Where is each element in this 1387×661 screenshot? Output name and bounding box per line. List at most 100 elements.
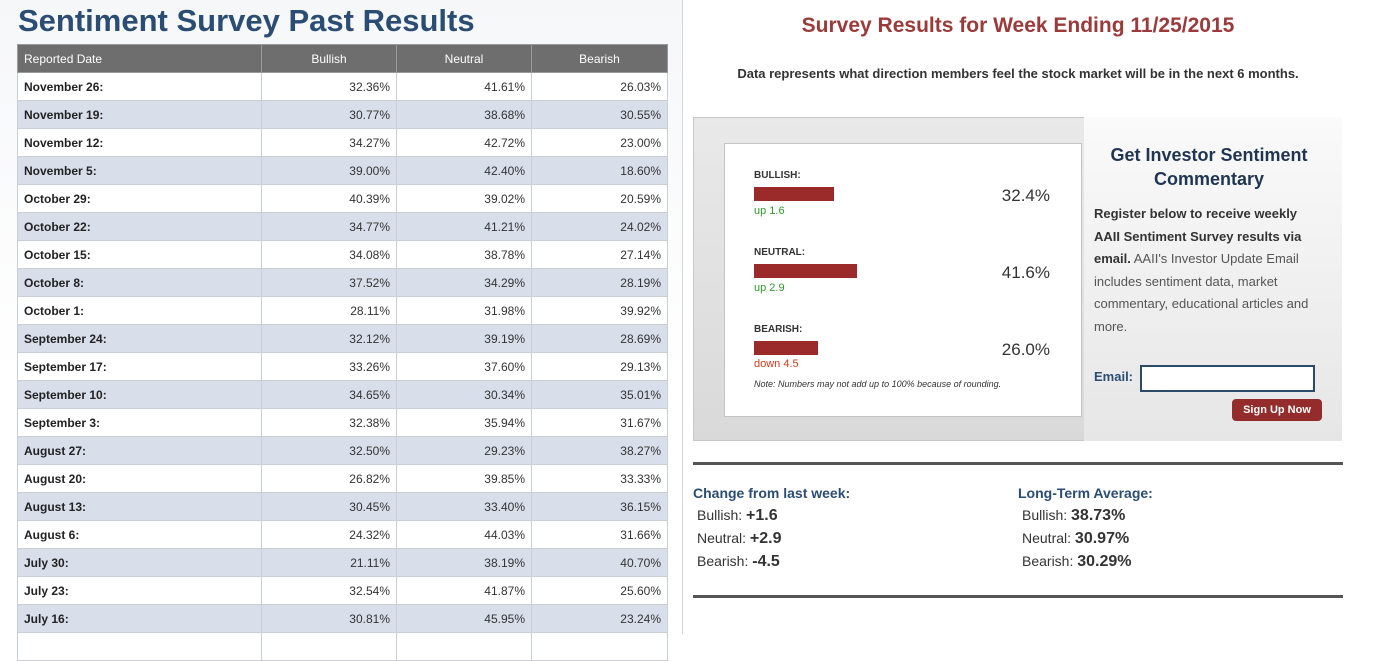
row-bearish: 33.33% <box>531 464 668 493</box>
email-input[interactable] <box>1140 365 1315 392</box>
row-date: October 15: <box>17 240 262 269</box>
neutral-bar <box>754 264 857 278</box>
bearish-bar <box>754 341 818 355</box>
row-neutral: 39.19% <box>396 324 532 353</box>
table-row: July 23: 32.54% 41.87% 25.60% <box>17 576 668 605</box>
row-bearish: 28.19% <box>531 268 668 297</box>
column-header-bullish: Bullish <box>261 44 397 73</box>
row-bullish: 30.77% <box>261 100 397 129</box>
table-row: November 26: 32.36% 41.61% 26.03% <box>17 72 668 101</box>
row-bearish: 18.60% <box>531 156 668 185</box>
row-date: November 19: <box>17 100 262 129</box>
table-row: August 27: 32.50% 29.23% 38.27% <box>17 436 668 465</box>
bullish-percent: 32.4% <box>1001 186 1050 205</box>
average-bullish-label: Bullish: <box>1022 507 1072 523</box>
column-header-bearish: Bearish <box>531 44 668 73</box>
row-bearish: 31.66% <box>531 520 668 549</box>
row-neutral: 35.94% <box>396 408 532 437</box>
row-neutral: 41.21% <box>396 212 532 241</box>
row-bearish: 36.15% <box>531 492 668 521</box>
table-row: November 5: 39.00% 42.40% 18.60% <box>17 156 668 185</box>
table-row: November 19: 30.77% 38.68% 30.55% <box>17 100 668 129</box>
divider-top <box>693 462 1343 465</box>
average-neutral-value: 30.97% <box>1074 530 1130 547</box>
row-date: July 16: <box>17 604 262 633</box>
row-bullish: 34.27% <box>261 128 397 157</box>
neutral-label: NEUTRAL: <box>754 247 806 258</box>
row-bullish: 32.54% <box>261 576 397 605</box>
row-bullish: 34.65% <box>261 380 397 409</box>
table-row: October 1: 28.11% 31.98% 39.92% <box>17 296 668 325</box>
row-bearish: 40.70% <box>531 548 668 577</box>
signup-description-rest: AAII's Investor Update Email includes se… <box>1094 251 1309 334</box>
row-date: July 30: <box>17 548 262 577</box>
row-bullish: 34.77% <box>261 212 397 241</box>
table-row: October 15: 34.08% 38.78% 27.14% <box>17 240 668 269</box>
change-heading: Change from last week: <box>693 485 851 501</box>
past-results-panel: Sentiment Survey Past Results Reported D… <box>0 0 683 661</box>
row-date: October 29: <box>17 184 262 213</box>
row-neutral: 37.60% <box>396 352 532 381</box>
table-row: November 12: 34.27% 42.72% 23.00% <box>17 128 668 157</box>
signup-heading: Get Investor Sentiment Commentary <box>1110 145 1308 189</box>
row-bullish: 21.11% <box>261 548 397 577</box>
neutral-change: up 2.9 <box>754 282 785 294</box>
row-date: September 3: <box>17 408 262 437</box>
sentiment-card: BULLISH: 32.4% up 1.6 NEUTRAL: 41.6% up … <box>724 143 1082 417</box>
row-bearish: 20.59% <box>531 184 668 213</box>
row-neutral: 38.19% <box>396 548 532 577</box>
row-date: September 24: <box>17 324 262 353</box>
row-neutral: 38.68% <box>396 100 532 129</box>
row-neutral: 42.40% <box>396 156 532 185</box>
row-date: October 22: <box>17 212 262 241</box>
row-bullish: 26.82% <box>261 464 397 493</box>
row-bearish: 25.60% <box>531 576 668 605</box>
row-bullish: 39.00% <box>261 156 397 185</box>
row-bullish: 30.81% <box>261 604 397 633</box>
row-date: October 8: <box>17 268 262 297</box>
row-bullish: 28.11% <box>261 296 397 325</box>
row-neutral: 39.85% <box>396 464 532 493</box>
row-neutral: 45.95% <box>396 604 532 633</box>
table-header-row: Reported Date Bullish Neutral Bearish <box>17 44 668 73</box>
table-row: July 16: 30.81% 45.95% 23.24% <box>17 604 668 633</box>
bullish-change: up 1.6 <box>754 205 785 217</box>
page-title: Sentiment Survey Past Results <box>18 3 475 38</box>
row-neutral <box>396 632 532 661</box>
table-row: September 24: 32.12% 39.19% 28.69% <box>17 324 668 353</box>
table-row: October 22: 34.77% 41.21% 24.02% <box>17 212 668 241</box>
change-neutral: Neutral: +2.9 <box>697 530 782 548</box>
table-row: August 20: 26.82% 39.85% 33.33% <box>17 464 668 493</box>
row-bullish: 37.52% <box>261 268 397 297</box>
divider-bottom <box>693 595 1343 598</box>
row-date: August 13: <box>17 492 262 521</box>
row-neutral: 41.61% <box>396 72 532 101</box>
signup-description: Register below to receive weekly AAII Se… <box>1094 203 1326 338</box>
row-bearish: 23.00% <box>531 128 668 157</box>
change-bearish: Bearish: -4.5 <box>697 553 780 571</box>
row-date: November 26: <box>17 72 262 101</box>
row-bullish: 24.32% <box>261 520 397 549</box>
signup-description-bold: Register below to receive weekly AAII Se… <box>1094 206 1302 266</box>
bearish-change: down 4.5 <box>754 358 799 370</box>
row-date <box>17 632 262 661</box>
row-neutral: 42.72% <box>396 128 532 157</box>
row-date: August 27: <box>17 436 262 465</box>
row-date: September 10: <box>17 380 262 409</box>
survey-description: Data represents what direction members f… <box>737 66 1299 81</box>
sign-up-button[interactable]: Sign Up Now <box>1232 399 1322 421</box>
average-neutral: Neutral: 30.97% <box>1022 530 1129 548</box>
table-row: August 13: 30.45% 33.40% 36.15% <box>17 492 668 521</box>
table-row: September 17: 33.26% 37.60% 29.13% <box>17 352 668 381</box>
row-bearish: 39.92% <box>531 296 668 325</box>
row-bearish: 24.02% <box>531 212 668 241</box>
row-date: October 1: <box>17 296 262 325</box>
row-bearish: 27.14% <box>531 240 668 269</box>
row-neutral: 29.23% <box>396 436 532 465</box>
row-bullish: 33.26% <box>261 352 397 381</box>
row-neutral: 34.29% <box>396 268 532 297</box>
bearish-percent: 26.0% <box>1001 340 1050 359</box>
change-bullish-label: Bullish: <box>697 507 747 523</box>
average-bearish: Bearish: 30.29% <box>1022 553 1132 571</box>
table-row: October 8: 37.52% 34.29% 28.19% <box>17 268 668 297</box>
